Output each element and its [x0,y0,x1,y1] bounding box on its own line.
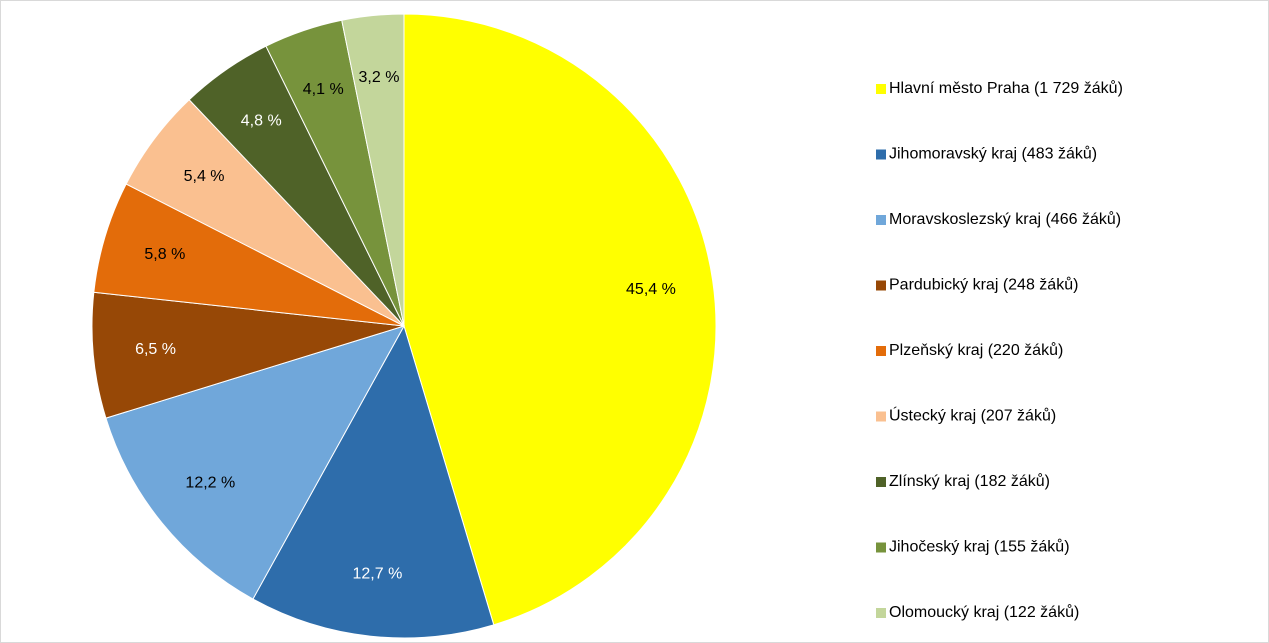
legend-label: Olomoucký kraj (122 žáků) [889,603,1079,621]
legend-label: Zlínský kraj (182 žáků) [889,472,1050,490]
legend-swatch [876,608,886,618]
legend-swatch [876,542,886,553]
data-label: 12,7 % [353,565,403,582]
data-label: 3,2 % [359,69,400,86]
legend-label: Moravskoslezský kraj (466 žáků) [889,210,1121,228]
legend-label: Pardubický kraj (248 žáků) [889,276,1078,294]
data-label: 4,8 % [241,112,282,129]
legend-label: Plzeňský kraj (220 žáků) [889,341,1063,359]
legend-swatch [876,346,886,356]
legend-label: Ústecký kraj (207 žáků) [889,406,1056,425]
data-label: 6,5 % [135,341,176,358]
legend-swatch [876,411,886,422]
data-label: 4,1 % [303,81,344,98]
pie-slice [341,13,405,327]
pie-slice [105,325,406,600]
legend-label: Hlavní město Praha (1 729 žáků) [889,79,1123,97]
legend-swatch [876,215,886,225]
legend-swatch [876,149,886,160]
legend-swatch [876,477,886,487]
data-label: 5,4 % [184,168,225,185]
legend-swatch [876,280,886,291]
pie-slice [91,291,405,419]
pie-slice [403,13,717,626]
legend-swatch [876,84,886,94]
legend-label: Jihomoravský kraj (483 žáků) [889,145,1097,163]
pie-slice [252,324,495,639]
data-label: 12,2 % [185,475,235,492]
data-label: 45,4 % [626,281,676,298]
legend-label: Jihočeský kraj (155 žáků) [889,538,1070,556]
data-label: 5,8 % [144,246,185,263]
